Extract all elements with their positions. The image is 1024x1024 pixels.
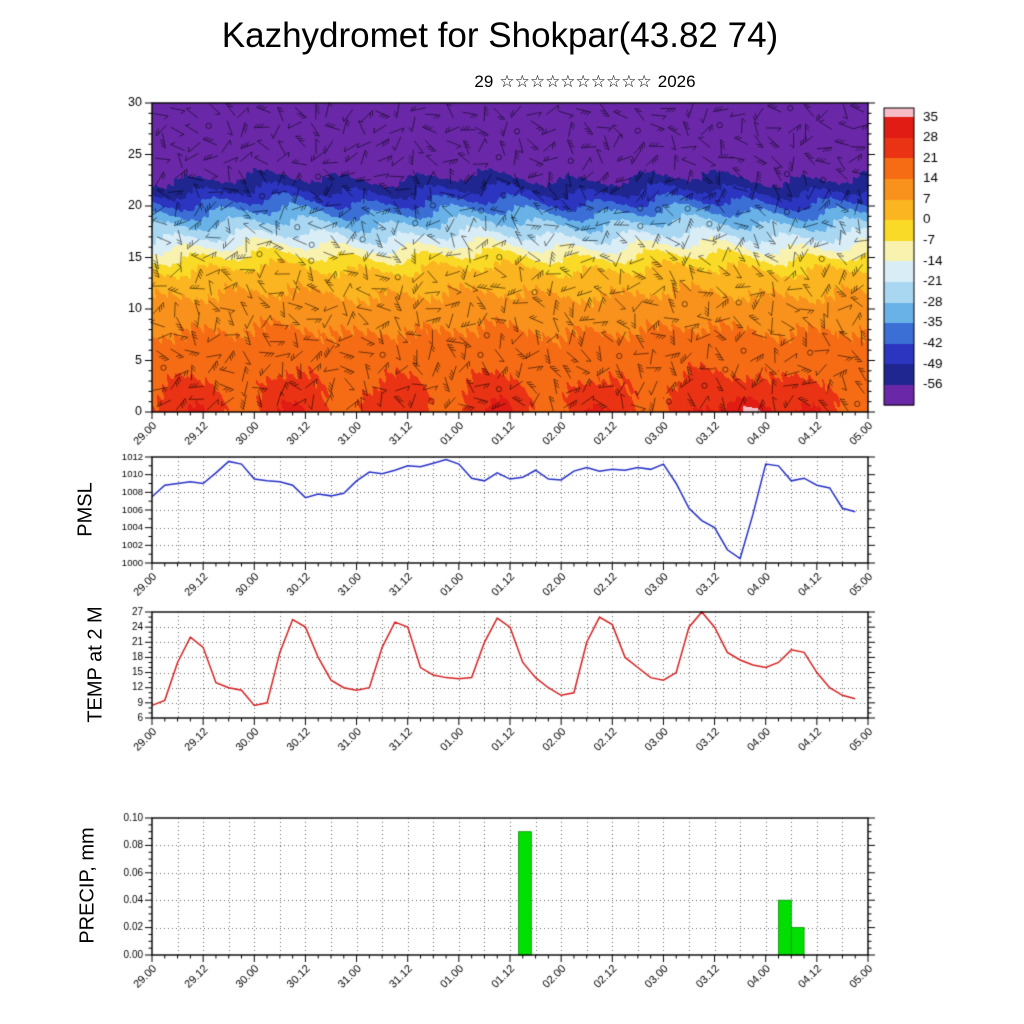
temp2m-chart bbox=[0, 597, 1024, 772]
cross-section-chart bbox=[0, 60, 1024, 460]
pmsl-chart bbox=[0, 440, 1024, 615]
precip-chart bbox=[0, 800, 1024, 1024]
page-title: Kazhydromet for Shokpar(43.82 74) bbox=[221, 16, 779, 55]
